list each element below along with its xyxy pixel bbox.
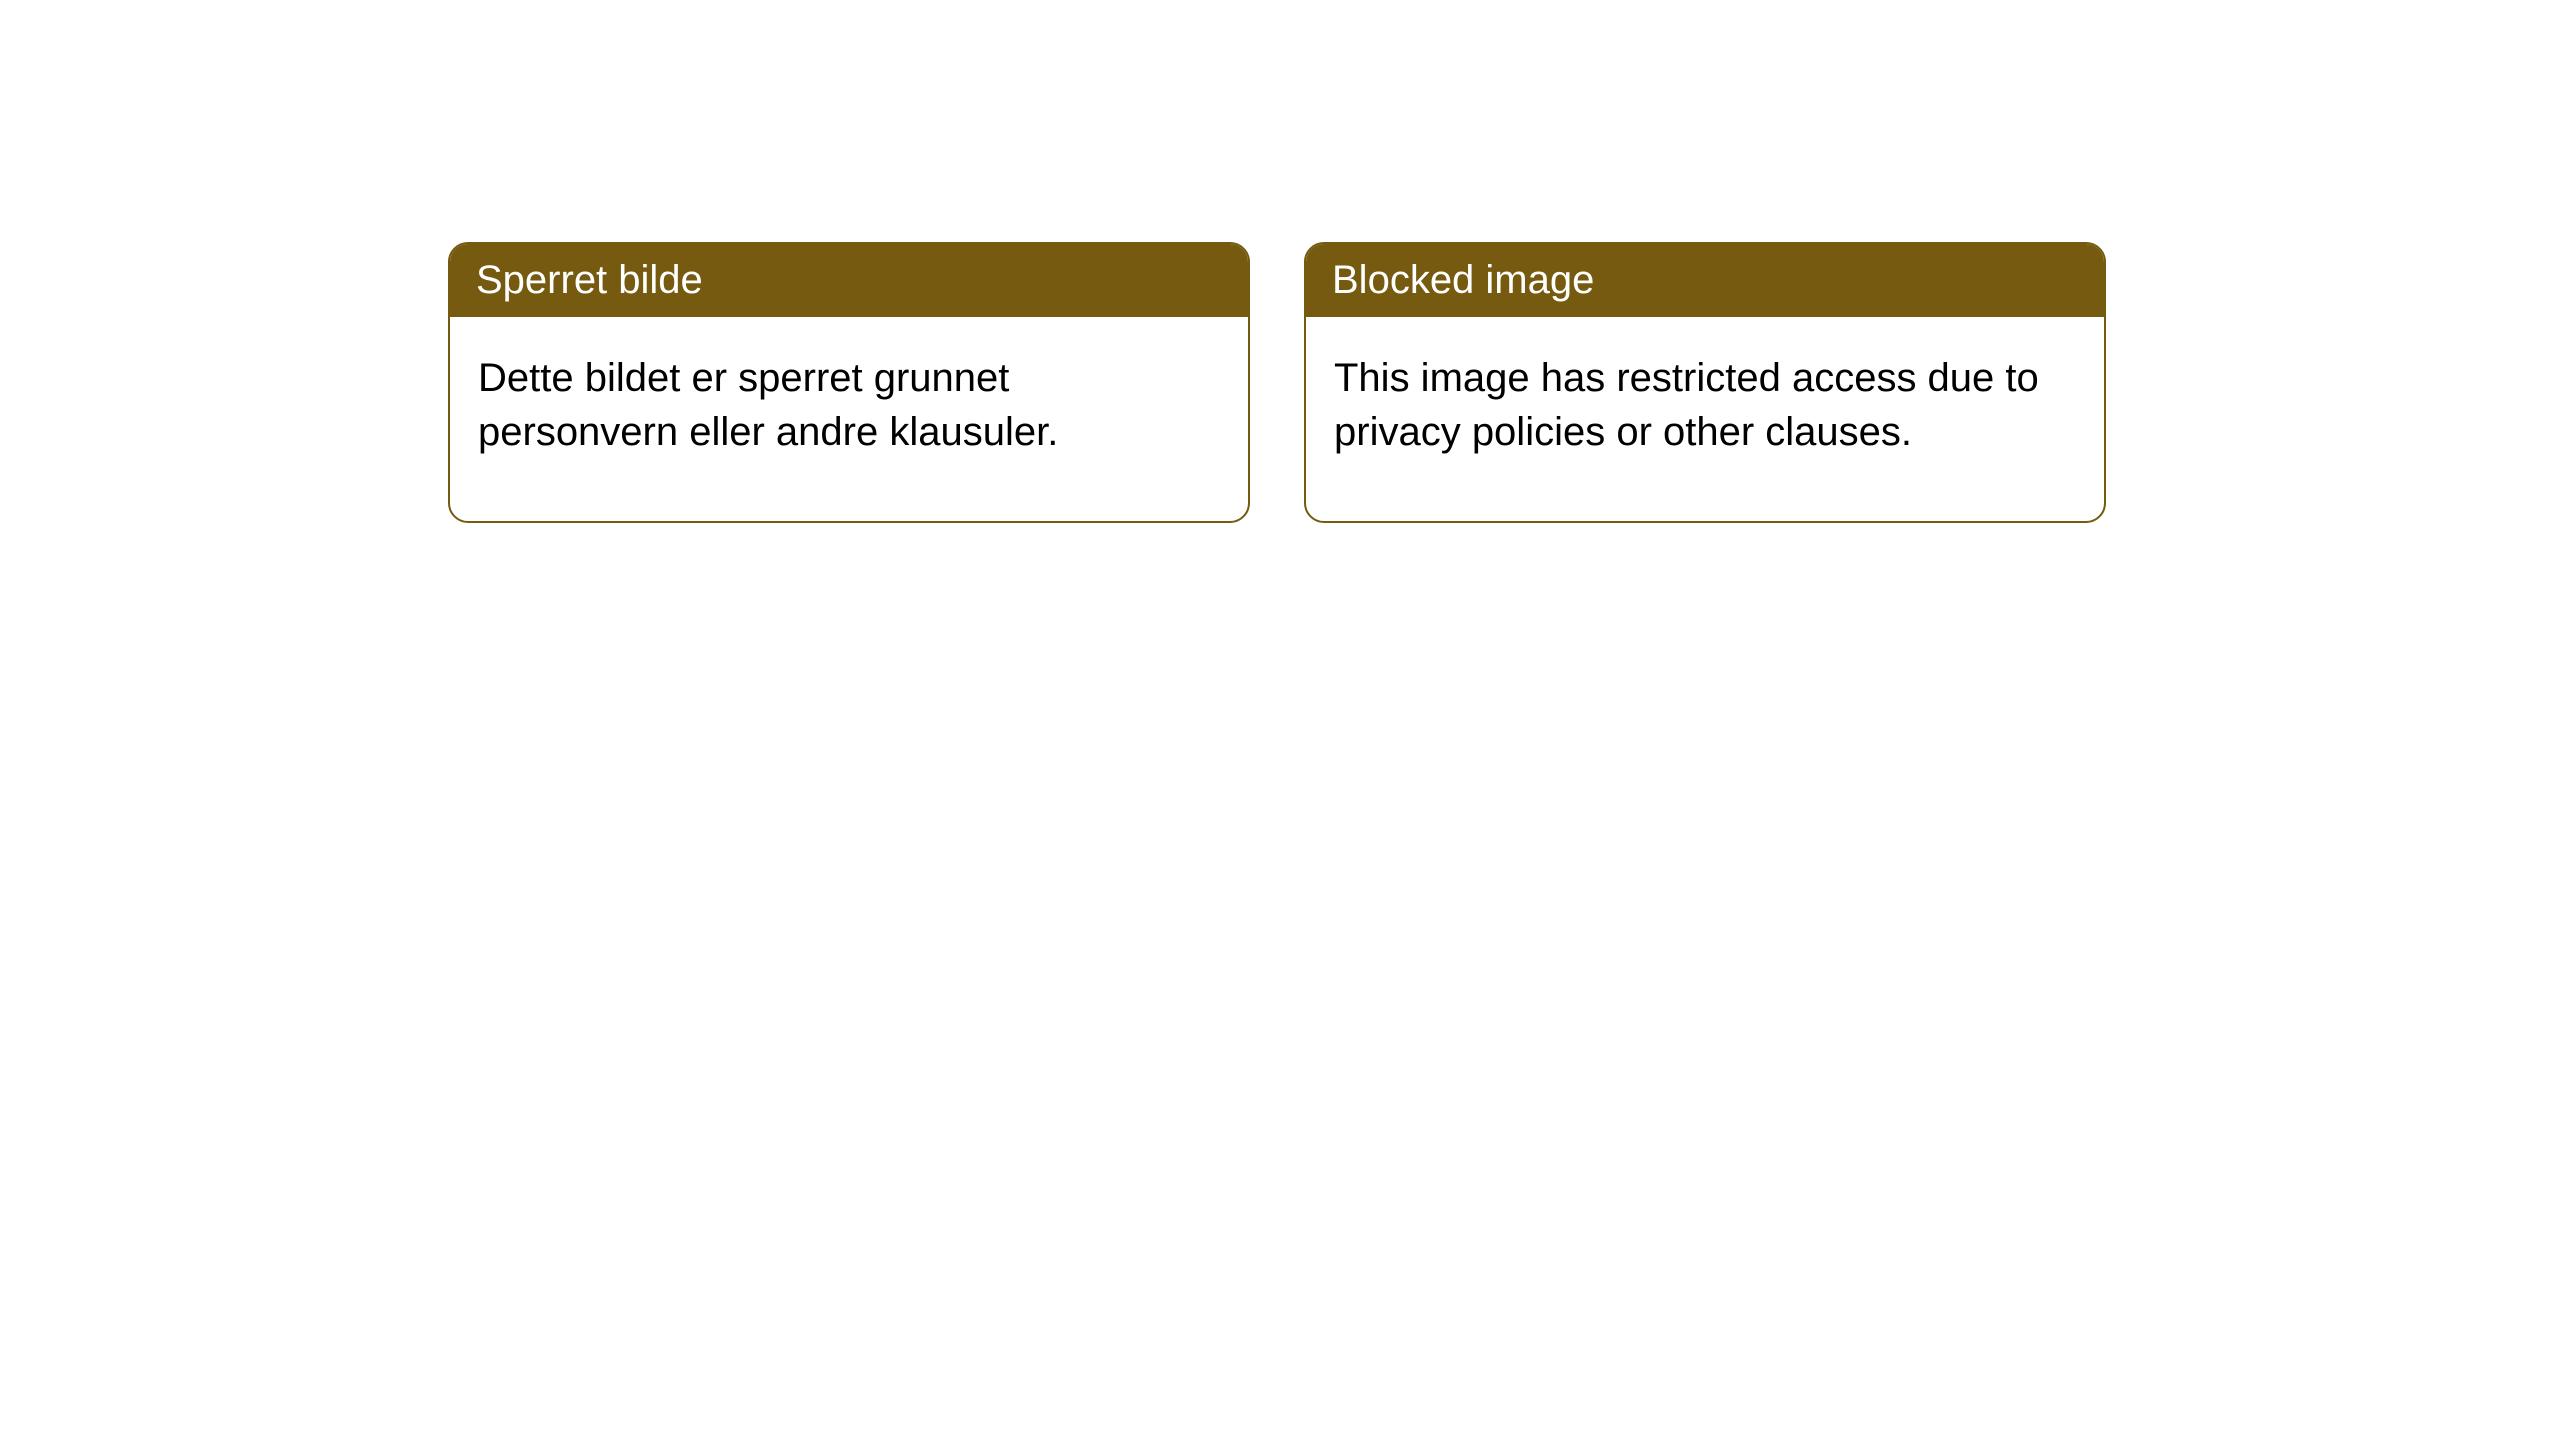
card-title: Sperret bilde (476, 258, 703, 302)
notice-card-norwegian: Sperret bilde Dette bildet er sperret gr… (448, 242, 1250, 523)
notice-card-english: Blocked image This image has restricted … (1304, 242, 2106, 523)
notice-card-container: Sperret bilde Dette bildet er sperret gr… (448, 242, 2106, 523)
card-body: This image has restricted access due to … (1306, 317, 2104, 521)
card-body-text: This image has restricted access due to … (1334, 356, 2039, 454)
card-body: Dette bildet er sperret grunnet personve… (450, 317, 1248, 521)
card-header: Blocked image (1306, 244, 2104, 317)
card-header: Sperret bilde (450, 244, 1248, 317)
card-title: Blocked image (1332, 258, 1594, 302)
card-body-text: Dette bildet er sperret grunnet personve… (478, 356, 1058, 454)
